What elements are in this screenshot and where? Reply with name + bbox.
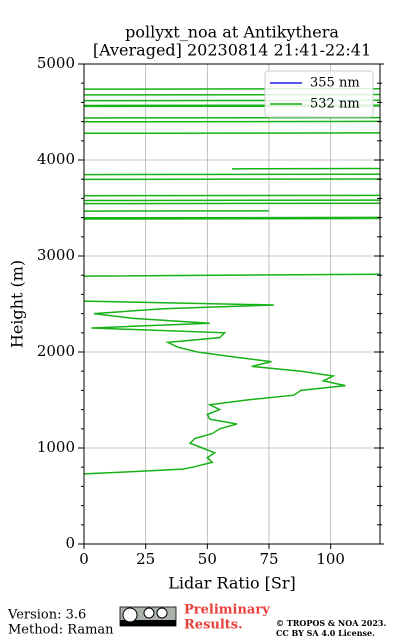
method: Method: Raman [8, 623, 114, 638]
license: CC BY SA 4.0 License. [276, 628, 375, 638]
y-tick-label: 0 [65, 534, 75, 552]
cc-badge [119, 606, 177, 627]
y-tick-label: 1000 [37, 438, 75, 456]
chart-title: pollyxt_noa at Antikythera [125, 23, 339, 42]
legend-label: 355 nm [310, 76, 360, 91]
x-tick-label: 25 [136, 550, 155, 568]
y-tick-label: 3000 [37, 246, 75, 264]
plot-frame [83, 63, 381, 545]
version: Version: 3.6 [7, 608, 86, 623]
copyright: © TROPOS & NOA 2023. [276, 618, 386, 628]
x-tick-label: 75 [259, 550, 278, 568]
notice: Preliminary [184, 603, 270, 618]
chart-subtitle: [Averaged] 20230814 21:41-22:41 [93, 41, 371, 60]
y-axis-label: Height (m) [8, 260, 27, 348]
x-tick-label: 100 [316, 550, 345, 568]
legend-label: 532 nm [310, 97, 360, 112]
notice: Results. [184, 618, 243, 633]
x-tick-label: 0 [79, 550, 89, 568]
y-tick-label: 4000 [37, 150, 75, 168]
legend: 355 nm 532 nm [264, 70, 374, 118]
y-tick-label: 5000 [37, 54, 75, 72]
y-tick-label: 2000 [37, 342, 75, 360]
plot-lines [84, 88, 380, 475]
x-axis-label: Lidar Ratio [Sr] [168, 574, 296, 593]
x-tick-label: 50 [198, 550, 217, 568]
series-line [84, 88, 380, 475]
